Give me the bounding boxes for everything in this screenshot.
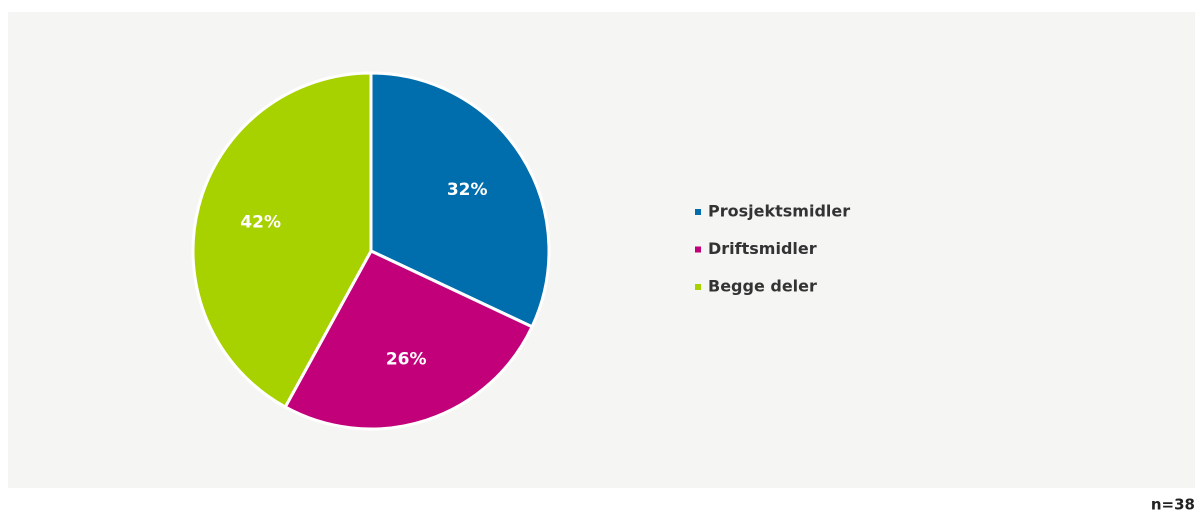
pie-slice	[369, 71, 551, 329]
legend-label: Begge deler	[708, 277, 817, 296]
legend-label: Prosjektsmidler	[708, 202, 850, 221]
annotation: n=38	[1151, 496, 1195, 512]
legend-swatch	[695, 209, 701, 215]
data-label: 32%	[447, 180, 488, 200]
pie-slice	[191, 71, 373, 410]
legend-swatch	[695, 246, 701, 253]
legend-swatch	[695, 284, 701, 290]
plot-background	[8, 12, 1195, 488]
legend-label: Driftsmidler	[708, 239, 817, 258]
data-label: 26%	[386, 349, 427, 369]
data-label: 42%	[240, 213, 281, 233]
